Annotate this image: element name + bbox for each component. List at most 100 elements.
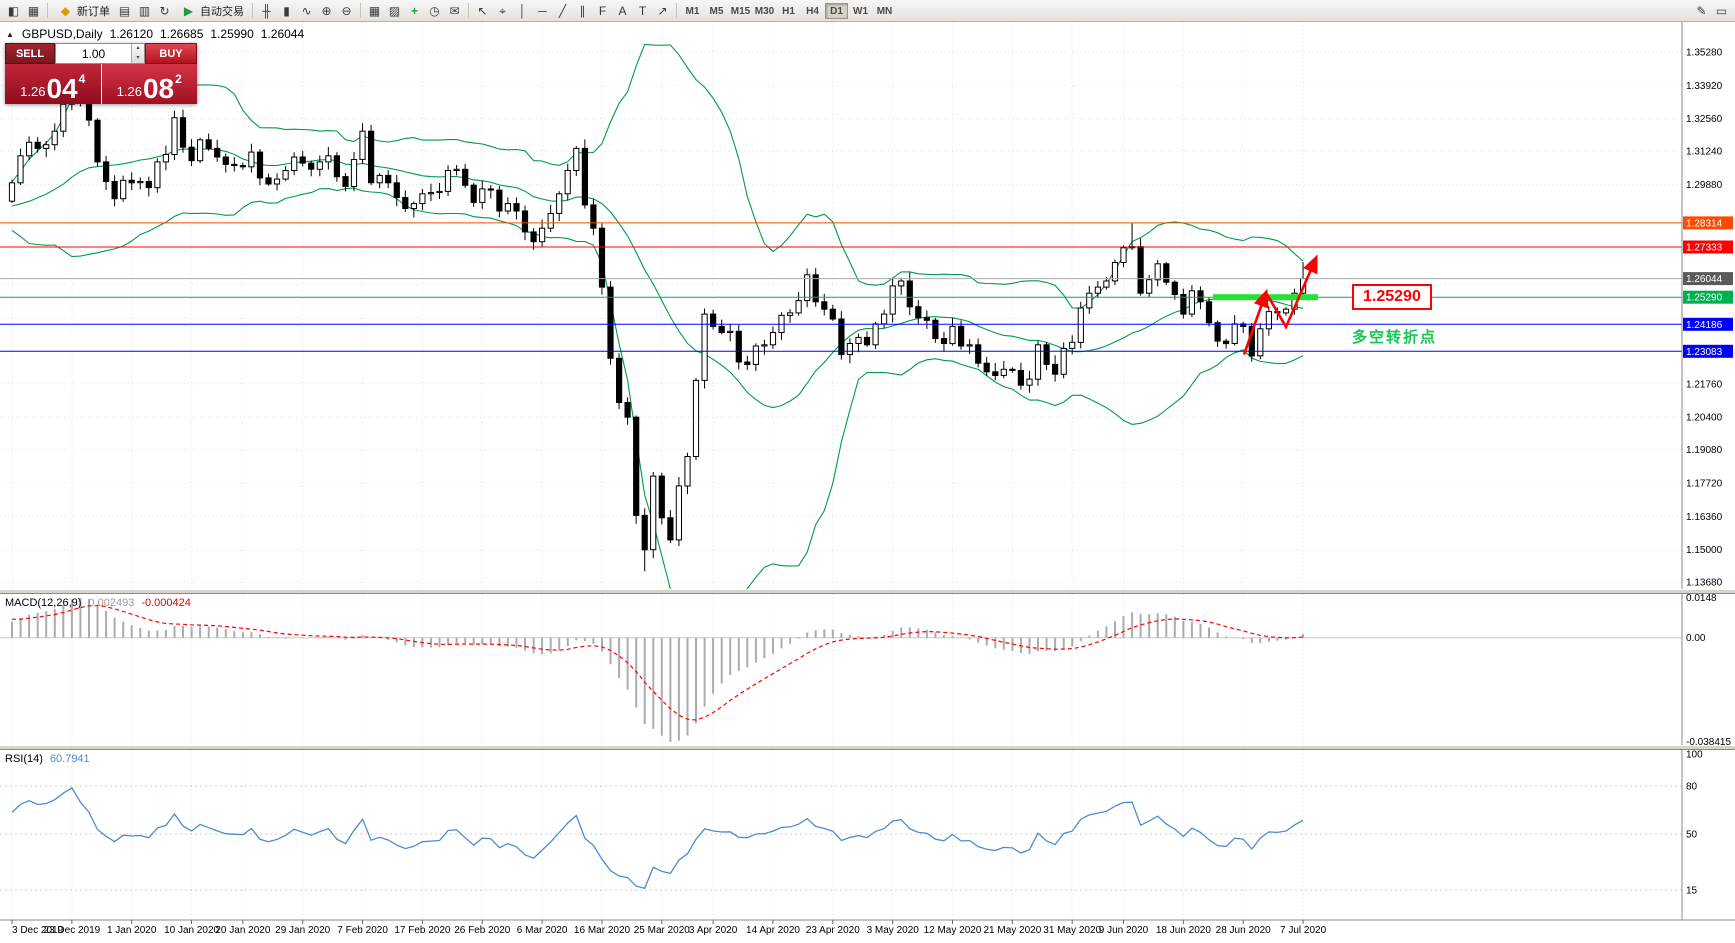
market-watch-icon[interactable]: ▤: [118, 3, 131, 18]
one-click-trading-panel: SELL ▴▾ BUY 1.26 04 4 1.26 08 2: [5, 43, 197, 104]
turning-point-annotation[interactable]: 多空转折点: [1352, 329, 1438, 346]
autotrade-play-icon: ▶: [183, 3, 194, 18]
timeframe-d1[interactable]: D1: [825, 2, 848, 19]
candles: [8, 55, 1307, 572]
trendline-icon[interactable]: ╱: [558, 3, 567, 18]
trend-arrow-1[interactable]: [1242, 288, 1269, 356]
one-click-toggle-icon[interactable]: ▲: [6, 29, 14, 39]
vertical-line-icon[interactable]: │: [518, 3, 527, 18]
time-scale-area[interactable]: [0, 920, 1682, 943]
date-label: 3 Dec 2019: [12, 925, 64, 936]
rsi-surface[interactable]: [0, 750, 1682, 920]
horizontal-line-icon[interactable]: ─: [538, 3, 547, 18]
date-label: 6 Mar 2020: [517, 925, 568, 936]
bar-chart-icon[interactable]: ╫: [262, 3, 271, 18]
date-label: 10 Jan 2020: [164, 925, 219, 936]
macd-surface[interactable]: [0, 594, 1682, 745]
autotrade-button[interactable]: ▶ 自动交易: [175, 2, 248, 20]
text-icon[interactable]: A: [618, 3, 627, 18]
price-tick-label: 1.32560: [1686, 114, 1723, 125]
date-label: 23 Dec 2019: [44, 925, 101, 936]
volume-spinner[interactable]: ▴ ▾: [131, 44, 144, 63]
refresh-icon[interactable]: ↻: [159, 3, 170, 18]
date-label: 7 Feb 2020: [337, 925, 388, 936]
low-value: 1.25990: [210, 27, 254, 41]
macd-name: MACD(12,26,9): [5, 597, 82, 609]
price-tick-label: 1.16360: [1686, 512, 1723, 523]
high-value: 1.26685: [160, 27, 204, 41]
price-scale-area[interactable]: [1682, 22, 1735, 920]
buy-price-button[interactable]: 1.26 08 2: [101, 64, 197, 105]
profiles-icon[interactable]: ▦: [27, 3, 40, 18]
svg-text:1.23083: 1.23083: [1686, 347, 1723, 358]
fibonacci-icon[interactable]: F: [598, 3, 607, 18]
line-chart-icon[interactable]: ∿: [301, 3, 312, 18]
date-label: 7 Jul 2020: [1280, 925, 1327, 936]
price-tick-label: 1.15000: [1686, 545, 1723, 556]
sell-price-pip: 4: [78, 72, 86, 86]
timeframe-h1[interactable]: H1: [782, 5, 795, 17]
timeframe-h4[interactable]: H4: [806, 5, 819, 17]
new-order-button[interactable]: ◆ 新订单: [52, 2, 114, 20]
price-tick-label: 1.17720: [1686, 479, 1723, 490]
date-label: 3 May 2020: [867, 925, 920, 936]
trend-arrow-2[interactable]: [1264, 254, 1318, 330]
mail-icon[interactable]: ✉: [449, 3, 460, 18]
price-level-callout[interactable]: 1.25290: [1352, 284, 1432, 310]
timeframe-m15[interactable]: M15: [730, 5, 751, 17]
one-click-prices: 1.26 04 4 1.26 08 2: [5, 64, 197, 104]
timeframe-m30[interactable]: M30: [754, 5, 775, 17]
templates-icon[interactable]: ▨: [388, 3, 401, 18]
macd-scale-label: 0.00: [1686, 633, 1706, 644]
timeframe-m5[interactable]: M5: [709, 5, 724, 17]
panel-separator-macd[interactable]: [0, 589, 1735, 594]
periods-icon[interactable]: ◷: [429, 3, 440, 18]
arrow-tool-icon[interactable]: ↗: [657, 3, 668, 18]
crosshair-icon[interactable]: ⌖: [499, 3, 506, 18]
spinner-up-icon[interactable]: ▴: [136, 45, 140, 51]
indicators-icon[interactable]: +: [410, 3, 418, 18]
panel-separator-rsi[interactable]: [0, 745, 1735, 750]
volume-field: ▴▾: [55, 43, 145, 64]
date-label: 1 Jan 2020: [107, 925, 157, 936]
zoom-in-icon[interactable]: ⊕: [321, 3, 332, 18]
cursor-icon[interactable]: ↖: [477, 3, 488, 18]
zoom-out-icon[interactable]: ⊖: [341, 3, 352, 18]
label-icon[interactable]: T: [638, 3, 647, 18]
macd-scale-label: 0.0148: [1686, 593, 1717, 604]
timeframe-m1[interactable]: M1: [685, 5, 700, 17]
date-label: 29 Jan 2020: [275, 925, 330, 936]
date-label: 9 Jun 2020: [1099, 925, 1149, 936]
shapes-icon[interactable]: ▭: [1715, 3, 1728, 18]
price-tag-1.27333: 1.27333: [1683, 240, 1733, 254]
rsi-value: 60.7941: [49, 753, 90, 765]
new-chart-icon[interactable]: ◧: [7, 3, 20, 18]
macd-main-value: 0.002493: [88, 597, 135, 609]
sell-button[interactable]: SELL: [5, 43, 55, 64]
date-label: 21 May 2020: [983, 925, 1041, 936]
macd-signal-line: [11, 604, 1304, 721]
date-label: 28 Jun 2020: [1216, 925, 1271, 936]
rsi-scale-label: 100: [1686, 750, 1703, 761]
svg-text:1.24186: 1.24186: [1686, 320, 1723, 331]
date-label: 31 May 2020: [1043, 925, 1101, 936]
channel-icon[interactable]: ∥: [579, 3, 586, 18]
buy-button[interactable]: BUY: [145, 43, 197, 64]
spinner-down-icon[interactable]: ▾: [136, 54, 140, 61]
price-tag-1.28314: 1.28314: [1683, 216, 1733, 230]
toolbar-separator: [252, 3, 253, 18]
history-center-icon[interactable]: ▥: [138, 3, 151, 18]
timeframe-w1[interactable]: W1: [853, 5, 868, 17]
svg-text:1.28314: 1.28314: [1686, 218, 1723, 229]
main-toolbar: ◧ ▦ ◆ 新订单 ▤ ▥ ↻ ▶ 自动交易 ╫ ▮ ∿ ⊕ ⊖ ▦ ▨ + ◷ ✉ ↖ ⌖ │ ─ ╱ ∥ F A T ↗ M1 M5 M1…: [0, 0, 1735, 22]
date-label: 23 Apr 2020: [806, 925, 860, 936]
candlestick-icon[interactable]: ▮: [283, 3, 290, 18]
buy-price-big: 08: [142, 73, 175, 105]
sell-price-button[interactable]: 1.26 04 4: [5, 64, 101, 104]
timeframe-mn[interactable]: MN: [876, 5, 893, 17]
pencil-icon[interactable]: ✎: [1696, 3, 1707, 18]
volume-input[interactable]: [56, 44, 144, 63]
tile-windows-icon[interactable]: ▦: [368, 3, 381, 18]
date-label: 12 May 2020: [924, 925, 982, 936]
